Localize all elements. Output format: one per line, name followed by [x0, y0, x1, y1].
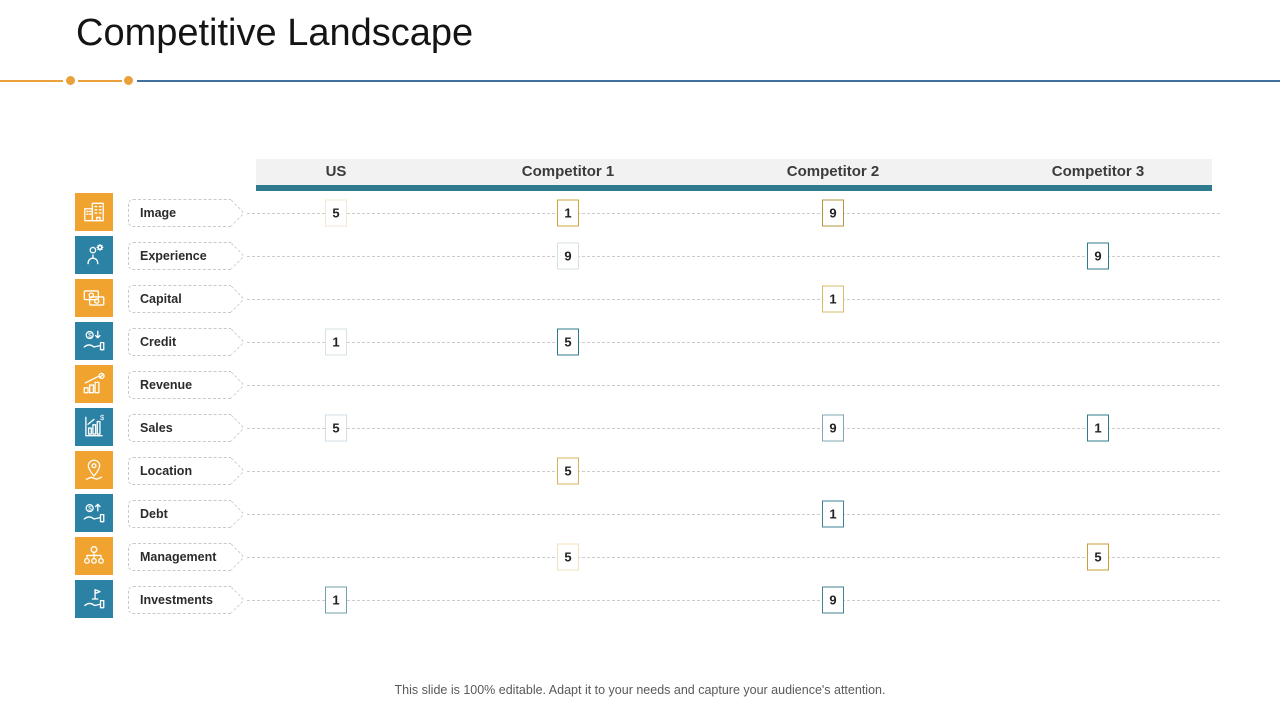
row-leader-line — [247, 212, 1220, 214]
row-label: Sales — [140, 421, 173, 435]
divider-dot — [66, 76, 75, 85]
score-box: 9 — [822, 414, 844, 441]
hand-coin-down-icon: $ — [75, 322, 113, 360]
row-leader-line — [247, 599, 1220, 601]
score-box: 9 — [822, 199, 844, 226]
row-label: Credit — [140, 335, 177, 349]
table-row: Location 5 — [0, 449, 1280, 492]
row-leader-line — [247, 255, 1220, 257]
svg-text:$: $ — [100, 414, 105, 422]
row-leader-line — [247, 556, 1220, 558]
growth-chart-icon — [75, 365, 113, 403]
column-header: Competitor 3 — [1051, 163, 1145, 180]
map-pin-icon — [75, 451, 113, 489]
score-box: 5 — [557, 457, 579, 484]
row-label-tag: Experience — [128, 242, 231, 270]
table-row: $ Sales 5 9 1 — [0, 406, 1280, 449]
score-box: 1 — [557, 199, 579, 226]
row-label-tag: Investments — [128, 586, 231, 614]
table-row: Revenue — [0, 363, 1280, 406]
row-label-tag: Image — [128, 199, 231, 227]
cash-stack-icon — [75, 279, 113, 317]
row-label-tag: Capital — [128, 285, 231, 313]
column-header: Competitor 2 — [786, 163, 880, 180]
row-leader-line — [247, 298, 1220, 300]
bar-chart-dollar-icon: $ — [75, 408, 113, 446]
table-row: Investments 1 9 — [0, 578, 1280, 621]
column-header: US — [325, 163, 347, 180]
hand-coin-up-icon: $ — [75, 494, 113, 532]
table-row: Capital 1 — [0, 277, 1280, 320]
row-label-tag: Location — [128, 457, 231, 485]
header-underline — [256, 185, 1212, 191]
org-chart-icon — [75, 537, 113, 575]
score-box: 1 — [325, 328, 347, 355]
row-label-tag: Revenue — [128, 371, 231, 399]
footer-note: This slide is 100% editable. Adapt it to… — [394, 683, 886, 697]
table-row: $ Credit 1 5 — [0, 320, 1280, 363]
table-row: $ Debt 1 — [0, 492, 1280, 535]
row-label: Capital — [140, 292, 182, 306]
row-label: Experience — [140, 249, 207, 263]
score-box: 1 — [822, 500, 844, 527]
score-box: 5 — [325, 199, 347, 226]
row-label-tag: Sales — [128, 414, 231, 442]
score-box: 1 — [822, 285, 844, 312]
row-label: Debt — [140, 507, 168, 521]
score-box: 9 — [1087, 242, 1109, 269]
score-box: 5 — [325, 414, 347, 441]
score-box: 9 — [557, 242, 579, 269]
row-label: Investments — [140, 593, 213, 607]
row-label-tag: Credit — [128, 328, 231, 356]
score-box: 1 — [325, 586, 347, 613]
svg-text:$: $ — [88, 332, 92, 339]
row-leader-line — [247, 341, 1220, 343]
hand-plant-icon — [75, 580, 113, 618]
score-box: 1 — [1087, 414, 1109, 441]
row-leader-line — [247, 513, 1220, 515]
column-header: Competitor 1 — [521, 163, 615, 180]
page-title: Competitive Landscape — [76, 12, 474, 54]
row-leader-line — [247, 470, 1220, 472]
building-icon — [75, 193, 113, 231]
score-box: 5 — [557, 543, 579, 570]
row-label-tag: Debt — [128, 500, 231, 528]
divider-line-orange — [0, 80, 63, 82]
divider-dot — [124, 76, 133, 85]
table-header-row: US Competitor 1 Competitor 2 Competitor 3 — [256, 159, 1212, 185]
table-row: Experience 9 9 — [0, 234, 1280, 277]
score-box: 5 — [557, 328, 579, 355]
row-label: Management — [140, 550, 217, 564]
row-leader-line — [247, 427, 1220, 429]
divider-line-orange — [78, 80, 122, 82]
svg-text:$: $ — [88, 505, 92, 512]
score-box: 9 — [822, 586, 844, 613]
table-row: Image 5 1 9 — [0, 191, 1280, 234]
row-label: Revenue — [140, 378, 193, 392]
row-leader-line — [247, 384, 1220, 386]
table-row: Management 5 5 — [0, 535, 1280, 578]
person-gear-icon — [75, 236, 113, 274]
score-box: 5 — [1087, 543, 1109, 570]
row-label: Location — [140, 464, 193, 478]
row-label: Image — [140, 206, 177, 220]
divider-line-blue — [137, 80, 1280, 82]
row-label-tag: Management — [128, 543, 231, 571]
